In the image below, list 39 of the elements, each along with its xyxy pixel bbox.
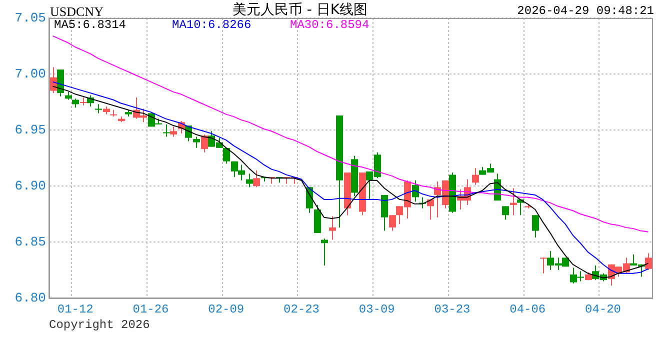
x-tick-label: 04-20 bbox=[585, 302, 622, 316]
text: MA10:6.8266 bbox=[172, 18, 252, 32]
candlestick bbox=[532, 214, 539, 238]
candlestick bbox=[389, 214, 396, 232]
y-tick-label: 7.05 bbox=[14, 10, 46, 26]
candlestick bbox=[193, 136, 200, 148]
y-tick-label: 6.95 bbox=[14, 122, 46, 138]
candlestick bbox=[170, 126, 177, 138]
x-tick-label: 02-23 bbox=[284, 302, 320, 316]
text: Copyright 2026 bbox=[49, 318, 150, 332]
x-tick-label: 03-23 bbox=[434, 302, 470, 316]
chart-title: 美元人民币 - 日K线图 bbox=[231, 2, 369, 18]
candlestick bbox=[314, 204, 321, 234]
candlestick bbox=[50, 66, 57, 94]
candlestick bbox=[246, 173, 253, 188]
x-tick-label: 01-26 bbox=[132, 302, 169, 316]
candlestick bbox=[223, 147, 230, 164]
text: MA5:6.8314 bbox=[54, 18, 128, 32]
y-tick-label: 6.90 bbox=[14, 178, 46, 194]
candlestick bbox=[381, 194, 388, 232]
x-tick-label: 04-06 bbox=[510, 302, 546, 316]
y-tick-label: 6.85 bbox=[14, 234, 46, 250]
annotation: USDCNY bbox=[50, 4, 104, 19]
candlestick bbox=[163, 124, 170, 138]
x-tick-label: 02-09 bbox=[208, 302, 244, 316]
y-tick-label: 7.00 bbox=[14, 66, 46, 82]
text: MA30:6.8594 bbox=[290, 18, 370, 32]
candlestick bbox=[540, 257, 547, 274]
candlestick bbox=[80, 97, 87, 106]
candlestick bbox=[502, 206, 509, 220]
x-tick-label: 03-09 bbox=[358, 302, 395, 316]
y-tick-label: 6.80 bbox=[14, 290, 46, 306]
x-tick-label: 01-12 bbox=[57, 302, 94, 316]
candlestick bbox=[329, 216, 336, 240]
candlestick bbox=[645, 252, 652, 270]
candlestick bbox=[472, 168, 479, 186]
candlestick bbox=[253, 170, 260, 188]
annotation: 2026-04-29 09:48:21 bbox=[517, 4, 654, 18]
candlestick bbox=[201, 134, 208, 153]
